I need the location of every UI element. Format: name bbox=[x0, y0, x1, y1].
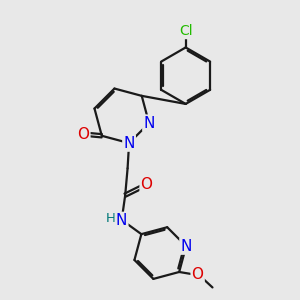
Text: N: N bbox=[180, 238, 192, 253]
Text: N: N bbox=[143, 116, 155, 130]
Text: N: N bbox=[123, 136, 135, 151]
Text: N: N bbox=[116, 213, 127, 228]
Text: O: O bbox=[77, 127, 89, 142]
Text: O: O bbox=[141, 177, 153, 192]
Text: Cl: Cl bbox=[179, 24, 193, 38]
Text: O: O bbox=[192, 268, 204, 283]
Text: H: H bbox=[105, 212, 115, 225]
